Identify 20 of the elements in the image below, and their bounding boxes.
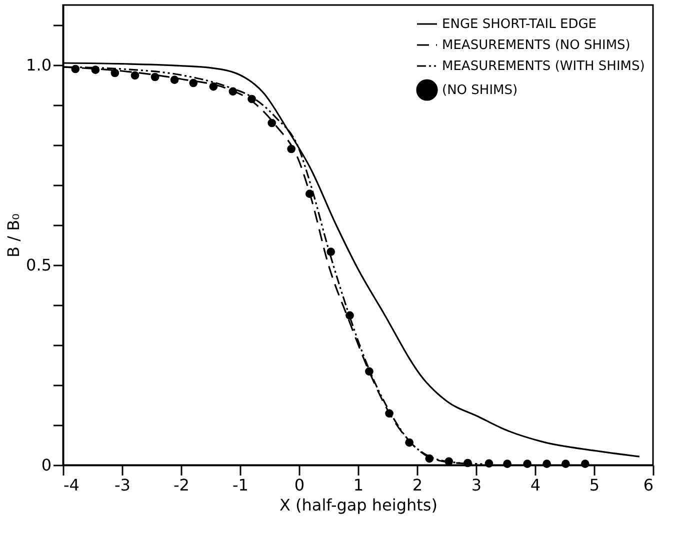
- x-tick-label: 5: [589, 476, 600, 494]
- y-tick-label: 0.5: [26, 256, 52, 274]
- x-tick-label: 1: [353, 476, 364, 494]
- x-tick-label: 2: [412, 476, 423, 494]
- x-tick-label: -2: [174, 476, 190, 494]
- x-tick-label: -1: [232, 476, 248, 494]
- x-tick-label: 4: [530, 476, 541, 494]
- x-tick-label: -3: [114, 476, 130, 494]
- x-tick-label: 6: [643, 476, 654, 494]
- y-axis-title: B / B₀: [4, 214, 24, 258]
- legend-label: (NO SHIMS): [442, 83, 518, 98]
- x-tick-label: 0: [294, 476, 305, 494]
- legend-label: ENGE SHORT-TAIL EDGE: [442, 17, 596, 32]
- legend-label: MEASUREMENTS (NO SHIMS): [442, 38, 630, 53]
- y-tick-label: 0: [41, 456, 52, 474]
- x-axis-title: X (half-gap heights): [280, 496, 438, 514]
- x-tick-label: -4: [64, 476, 80, 494]
- x-tick-label: 3: [471, 476, 482, 494]
- legend-label: MEASUREMENTS (WITH SHIMS): [442, 59, 645, 74]
- y-tick-label: 1.0: [26, 56, 52, 74]
